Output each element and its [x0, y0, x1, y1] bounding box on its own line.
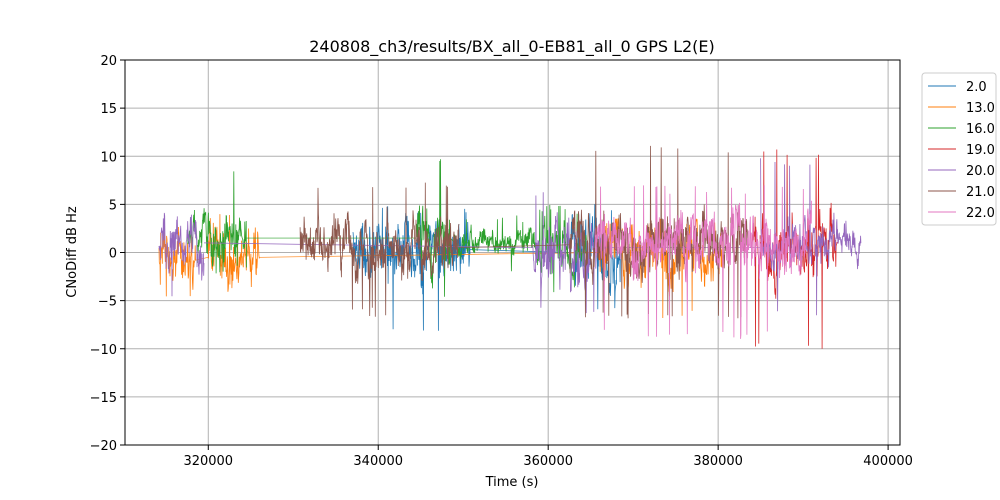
y-tick-label: −15: [90, 391, 117, 406]
tick-layer: 320000 340000 360000 380000 400000 −20 −15 −10 −…: [90, 54, 913, 469]
x-tick-label: 360000: [523, 454, 573, 469]
chart-title: 240808_ch3/results/BX_all_0-EB81_all_0 G…: [309, 37, 715, 57]
legend-label: 21.0: [966, 185, 995, 200]
series-21.0: [299, 145, 749, 319]
legend-label: 19.0: [966, 143, 995, 158]
x-axis-label: Time (s): [485, 475, 539, 490]
x-tick-label: 340000: [353, 454, 403, 469]
series-22.0: [594, 185, 812, 339]
series-layer: [158, 145, 862, 349]
series-trace: [158, 212, 205, 297]
x-tick-label: 320000: [183, 454, 233, 469]
y-tick-label: 10: [100, 150, 117, 165]
y-tick-label: −20: [90, 439, 117, 454]
series-trace: [454, 215, 536, 272]
series-connector: [458, 244, 570, 249]
legend-box: [921, 72, 997, 226]
x-tick-label: 400000: [863, 454, 913, 469]
legend-label: 16.0: [966, 122, 995, 137]
legend-label: 2.0: [966, 80, 987, 95]
y-tick-label: 5: [109, 198, 117, 213]
legend-label: 13.0: [966, 101, 995, 116]
legend-items: 2.0 13.0 16.0 19.0 20.0 21.0 22.0: [928, 80, 995, 221]
plot-area: [158, 145, 862, 349]
legend-label: 20.0: [966, 164, 995, 179]
x-tick-label: 380000: [693, 454, 743, 469]
legend-label: 22.0: [966, 206, 995, 221]
y-tick-label: −10: [90, 343, 117, 358]
series-trace: [569, 145, 749, 319]
y-axis-label: CNoDiff dB Hz: [65, 206, 80, 298]
y-tick-label: −5: [98, 295, 117, 310]
y-tick-label: 20: [100, 54, 117, 69]
series-trace: [760, 158, 862, 316]
legend: 2.0 13.0 16.0 19.0 20.0 21.0 22.0: [921, 72, 997, 226]
y-tick-label: 15: [100, 102, 117, 117]
series-trace: [207, 214, 260, 292]
series-trace: [299, 182, 460, 317]
series-trace: [158, 226, 196, 297]
series-trace: [594, 185, 812, 339]
y-tick-label: 0: [109, 247, 117, 262]
